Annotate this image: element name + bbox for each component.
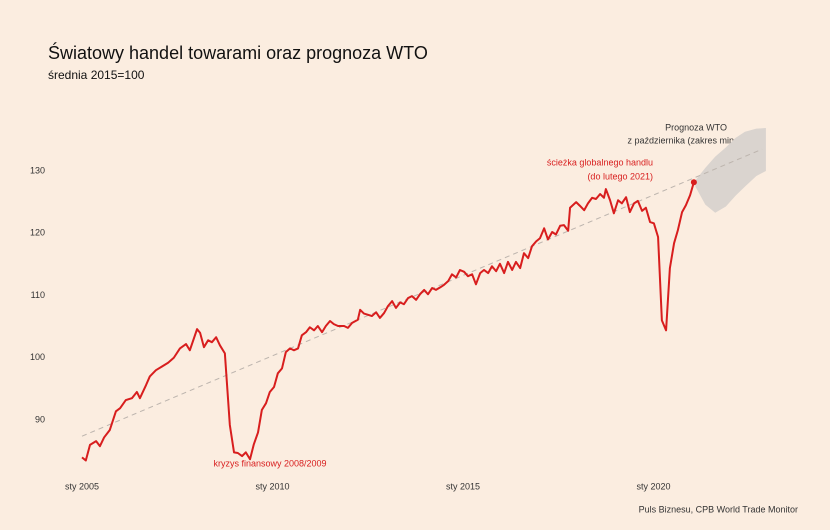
x-tick-label: sty 2020 [636, 481, 670, 491]
source: Puls Biznesu, CPB World Trade Monitor [639, 504, 798, 514]
x-tick-label: sty 2005 [65, 481, 99, 491]
x-tick-label: sty 2015 [446, 481, 480, 491]
y-tick-label: 100 [30, 352, 45, 362]
annotation: Prognoza WTO [665, 122, 727, 132]
y-tick-label: 90 [35, 414, 45, 424]
y-tick-label: 110 [31, 290, 45, 300]
y-tick-label: 130 [30, 165, 45, 175]
annotation: ścieżka globalnego handlu [547, 157, 653, 167]
y-tick-label: 120 [30, 228, 45, 238]
x-tick-label: sty 2010 [255, 481, 289, 491]
forecast-band [695, 128, 766, 213]
series-line [81, 181, 695, 462]
annotation: (do lutego 2021) [587, 171, 653, 181]
annotation: kryzys finansowy 2008/2009 [213, 458, 326, 468]
end-point [690, 179, 697, 186]
chart-title: Światowy handel towarami oraz prognoza W… [48, 42, 428, 63]
chart-subtitle: średnia 2015=100 [48, 68, 145, 82]
annotation: z października (zakres min-max [627, 135, 754, 145]
